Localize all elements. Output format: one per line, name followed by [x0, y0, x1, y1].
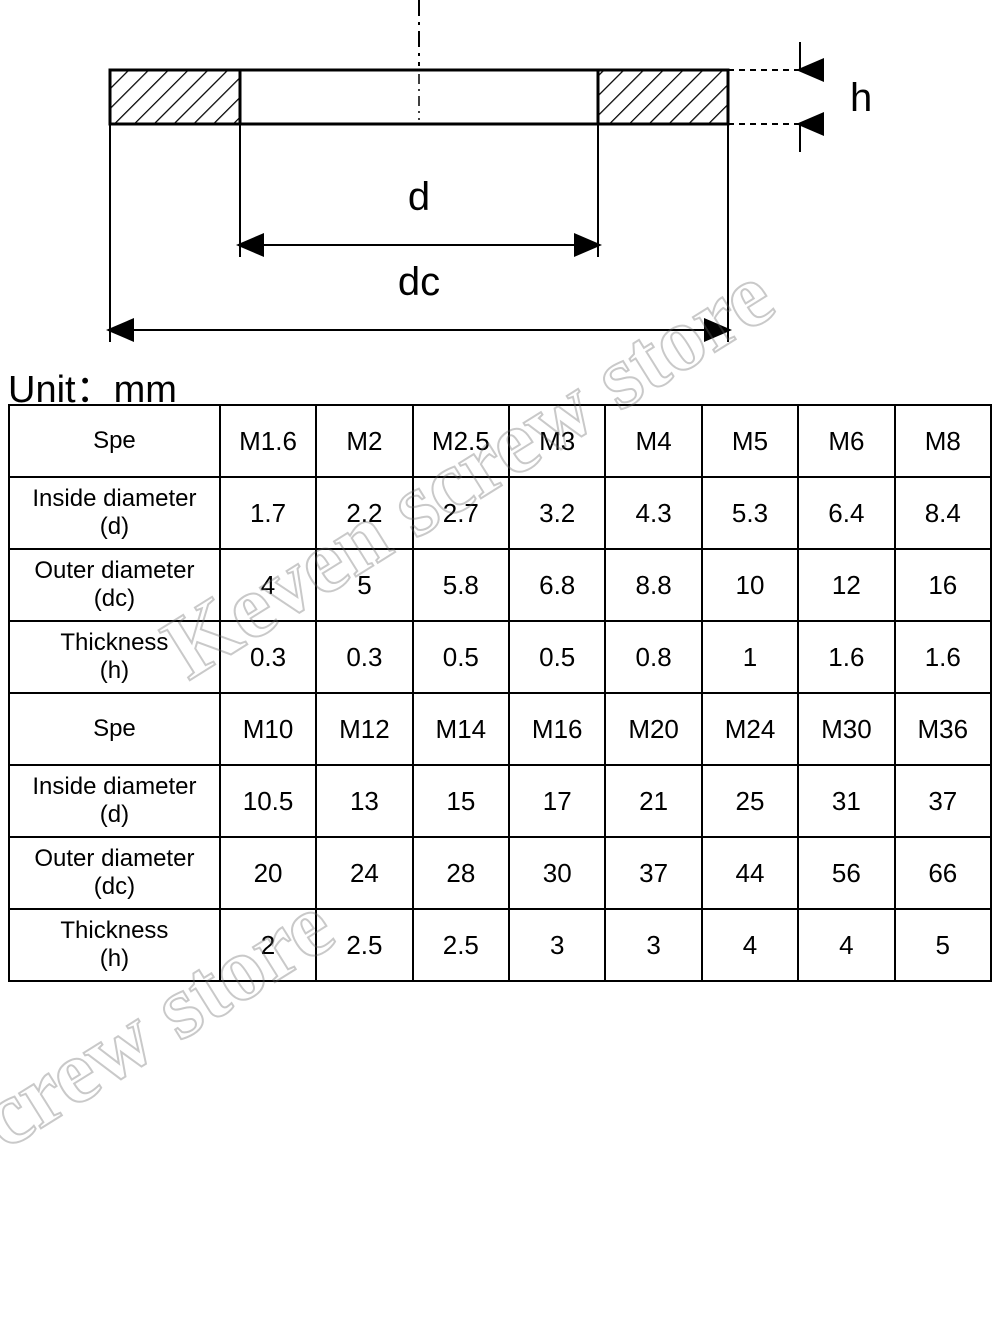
- table-cell: 12: [798, 549, 894, 621]
- row-header: Outer diameter(dc): [9, 837, 220, 909]
- table-cell: 31: [798, 765, 894, 837]
- table-cell: 37: [605, 837, 701, 909]
- table-cell: 1.6: [798, 621, 894, 693]
- table-cell: 0.3: [220, 621, 316, 693]
- table-cell: 3: [509, 909, 605, 981]
- table-cell: 66: [895, 837, 991, 909]
- table-cell: 0.8: [605, 621, 701, 693]
- row-header: Thickness(h): [9, 621, 220, 693]
- spec-table: SpeM1.6M2M2.5M3M4M5M6M8Inside diameter(d…: [8, 404, 992, 982]
- table-row: Inside diameter(d)10.513151721253137: [9, 765, 991, 837]
- table-row: Inside diameter(d)1.72.22.73.24.35.36.48…: [9, 477, 991, 549]
- row-header: Spe: [9, 405, 220, 477]
- table-cell: 20: [220, 837, 316, 909]
- table-cell: 25: [702, 765, 798, 837]
- row-header: Outer diameter(dc): [9, 549, 220, 621]
- table-row: Thickness(h)22.52.533445: [9, 909, 991, 981]
- row-header: Inside diameter(d): [9, 477, 220, 549]
- table-cell: 0.3: [316, 621, 412, 693]
- table-cell: 56: [798, 837, 894, 909]
- table-cell: 2.5: [413, 909, 509, 981]
- table-cell: 24: [316, 837, 412, 909]
- table-cell: 0.5: [413, 621, 509, 693]
- table-cell: 1.6: [895, 621, 991, 693]
- diagram-svg: d dc h: [0, 0, 1000, 400]
- table-cell: 15: [413, 765, 509, 837]
- table-row: Outer diameter(dc)455.86.88.8101216: [9, 549, 991, 621]
- table-cell: M1.6: [220, 405, 316, 477]
- table-cell: 1.7: [220, 477, 316, 549]
- washer-diagram: d dc h: [0, 0, 1000, 400]
- table-cell: 6.4: [798, 477, 894, 549]
- table-cell: 21: [605, 765, 701, 837]
- table-cell: M5: [702, 405, 798, 477]
- svg-text:d: d: [408, 175, 430, 219]
- table-row: Thickness(h)0.30.30.50.50.811.61.6: [9, 621, 991, 693]
- table-cell: 0.5: [509, 621, 605, 693]
- table-cell: 8.8: [605, 549, 701, 621]
- table-cell: 3: [605, 909, 701, 981]
- table-cell: 5.3: [702, 477, 798, 549]
- table-row: Outer diameter(dc)2024283037445666: [9, 837, 991, 909]
- table-cell: 16: [895, 549, 991, 621]
- table-cell: 5: [895, 909, 991, 981]
- table-row: SpeM1.6M2M2.5M3M4M5M6M8: [9, 405, 991, 477]
- table-cell: M36: [895, 693, 991, 765]
- table-cell: M20: [605, 693, 701, 765]
- table-cell: M3: [509, 405, 605, 477]
- table-cell: 4: [702, 909, 798, 981]
- table-cell: 4: [220, 549, 316, 621]
- table-cell: 37: [895, 765, 991, 837]
- table-cell: M10: [220, 693, 316, 765]
- table-cell: M2: [316, 405, 412, 477]
- row-header: Inside diameter(d): [9, 765, 220, 837]
- table-cell: M2.5: [413, 405, 509, 477]
- table-cell: 44: [702, 837, 798, 909]
- table-cell: 8.4: [895, 477, 991, 549]
- table-cell: 4: [798, 909, 894, 981]
- table-cell: M14: [413, 693, 509, 765]
- table-cell: M4: [605, 405, 701, 477]
- table-cell: 5.8: [413, 549, 509, 621]
- table-cell: 2: [220, 909, 316, 981]
- table-cell: 3.2: [509, 477, 605, 549]
- table-cell: 30: [509, 837, 605, 909]
- table-cell: 2.5: [316, 909, 412, 981]
- svg-text:dc: dc: [398, 260, 440, 304]
- table-cell: 4.3: [605, 477, 701, 549]
- table-cell: M16: [509, 693, 605, 765]
- table-cell: 17: [509, 765, 605, 837]
- table-cell: 28: [413, 837, 509, 909]
- table-cell: M30: [798, 693, 894, 765]
- row-header: Spe: [9, 693, 220, 765]
- table-cell: 2.7: [413, 477, 509, 549]
- svg-text:h: h: [850, 76, 872, 120]
- table-cell: 10: [702, 549, 798, 621]
- table-cell: 10.5: [220, 765, 316, 837]
- table-cell: M6: [798, 405, 894, 477]
- row-header: Thickness(h): [9, 909, 220, 981]
- table-row: SpeM10M12M14M16M20M24M30M36: [9, 693, 991, 765]
- table-cell: 2.2: [316, 477, 412, 549]
- table-cell: 5: [316, 549, 412, 621]
- table-cell: M12: [316, 693, 412, 765]
- table-cell: M8: [895, 405, 991, 477]
- table-cell: 13: [316, 765, 412, 837]
- table-cell: 6.8: [509, 549, 605, 621]
- table-cell: M24: [702, 693, 798, 765]
- table-cell: 1: [702, 621, 798, 693]
